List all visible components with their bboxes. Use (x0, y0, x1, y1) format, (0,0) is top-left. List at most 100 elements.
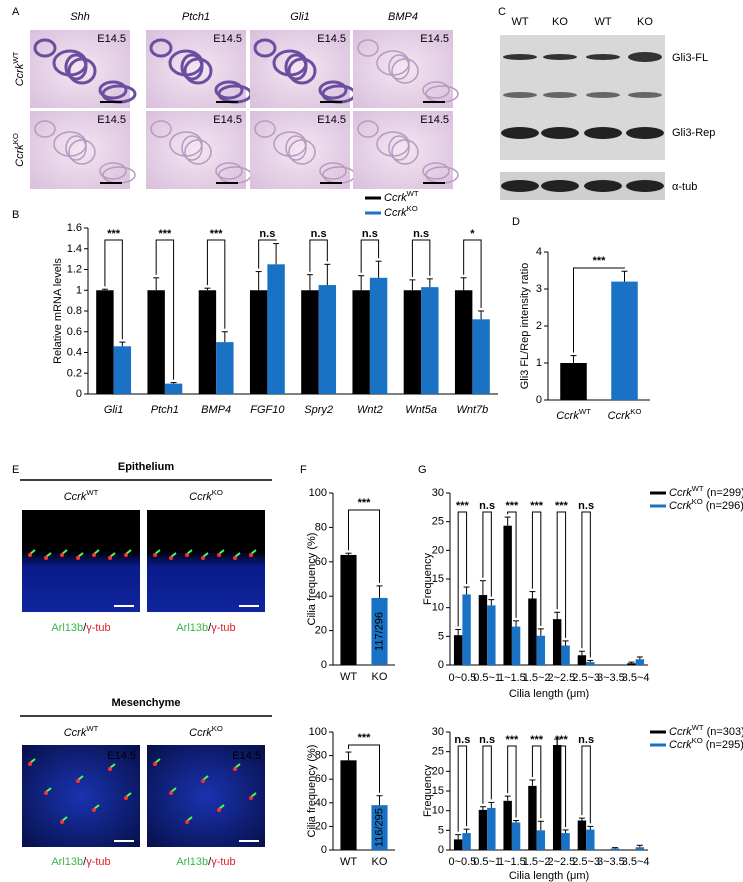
x-tick-label: 2.5~3 (572, 856, 600, 868)
sig-label: *** (158, 228, 172, 240)
text-part: WT (86, 488, 98, 497)
text-part: * (470, 228, 475, 240)
x-tick-label: Wnt2 (357, 404, 383, 416)
text-part: Gli3-Rep (672, 127, 715, 139)
bar-label: 233/303 (342, 785, 354, 825)
text-part: 15 (432, 785, 444, 797)
bar (421, 287, 439, 394)
text-part: Ccrk (14, 144, 26, 167)
text-part: E (12, 464, 19, 476)
y-axis-label: Cilia frequency (%) (306, 533, 318, 626)
sig-label: *** (358, 732, 372, 744)
text-part: n.s (578, 500, 594, 512)
sig-bracket (463, 239, 482, 308)
centrosome (233, 767, 237, 771)
x-tick-label: 0~0.5 (448, 672, 476, 684)
stage-label: E14.5 (213, 33, 242, 45)
bar (511, 822, 521, 850)
sig-label: *** (505, 734, 519, 746)
y-tick-label: 30 (432, 487, 444, 499)
tissue-tube (376, 50, 410, 76)
text-part: WT (340, 856, 357, 868)
legend-label: CcrkWT (384, 189, 419, 204)
text-part: Ccrk (384, 207, 407, 219)
bar (552, 744, 562, 850)
text-part: G (418, 464, 427, 476)
sig-label: *** (456, 500, 470, 512)
text-part: KO (212, 488, 223, 497)
sig-label: *** (530, 734, 544, 746)
text-part: Ccrk (64, 491, 87, 503)
centrosome (28, 553, 32, 557)
tissue-tube (319, 162, 347, 180)
text-part: 25 (432, 746, 444, 758)
text-part: *** (107, 228, 121, 240)
tissue-tube (273, 131, 307, 157)
text-part: 0.8 (67, 305, 82, 317)
text-part: n.s (362, 228, 378, 240)
text-part: 1~1.5 (498, 672, 526, 684)
text-part: Arl13b (51, 856, 83, 868)
stage-label: E14.5 (107, 515, 136, 527)
y-axis-label: Frequency (422, 765, 434, 817)
text-part: / (208, 622, 212, 634)
section-title: Mesenchyme (111, 697, 180, 709)
sig-bracket (457, 745, 468, 832)
text-part: 40 (315, 590, 327, 602)
sig-bracket (507, 511, 517, 618)
sig-label: n.s (311, 228, 327, 240)
gene-label: Ptch1 (182, 11, 210, 23)
sig-label: *** (555, 500, 569, 512)
bar (371, 597, 388, 665)
band (584, 180, 622, 192)
y-tick-label: 0 (76, 388, 82, 400)
text-part: 100 (309, 487, 327, 499)
text-part: 1.4 (67, 243, 82, 255)
text-part: 0.6 (67, 326, 82, 338)
tissue-tube (168, 49, 204, 77)
text-part: Arl13b (176, 856, 208, 868)
bar (503, 800, 512, 850)
bar (453, 635, 463, 665)
text-part: E14.5 (232, 515, 261, 527)
text-part: 100 (309, 726, 327, 738)
y-tick-label: 0 (536, 394, 542, 406)
text-part: E14.5 (97, 33, 126, 45)
text-part: Arl13b (51, 622, 83, 634)
bar (528, 785, 537, 850)
text-part: Spry2 (304, 404, 333, 416)
text-part: Ptch1 (151, 404, 179, 416)
text-part: Gli1 (290, 11, 310, 23)
text-part: *** (505, 734, 519, 746)
tissue-tube (357, 39, 379, 57)
centrosome (28, 762, 32, 766)
tissue-tube (388, 135, 410, 161)
y-tick-label: 15 (432, 785, 444, 797)
text-part: Gli3-FL (672, 52, 708, 64)
y-tick-label: 4 (536, 246, 542, 258)
y-tick-label: 20 (432, 544, 444, 556)
ish-image (353, 111, 453, 189)
bar (560, 363, 587, 400)
sig-label: *** (210, 228, 224, 240)
section-title: Epithelium (118, 461, 174, 473)
y-tick-label: 5 (438, 630, 444, 642)
bar (635, 847, 645, 850)
bar (635, 659, 645, 665)
sig-bracket (482, 511, 492, 597)
sig-bracket (104, 239, 123, 340)
x-tick-label: 1.5~2 (523, 856, 551, 868)
text-part: *** (530, 734, 544, 746)
y-tick-label: 1.2 (67, 263, 82, 275)
x-tick-label: 2~2.5 (547, 672, 575, 684)
sig-bracket (581, 511, 591, 658)
text-part: (n=299) (707, 487, 743, 499)
stage-label: E14.5 (317, 114, 346, 126)
centrosome (92, 553, 96, 557)
sig-bracket (482, 745, 492, 804)
y-tick-label: 0.8 (67, 305, 82, 317)
y-tick-label: 100 (309, 487, 327, 499)
sig-bracket (155, 239, 175, 380)
centrosome (233, 556, 237, 560)
